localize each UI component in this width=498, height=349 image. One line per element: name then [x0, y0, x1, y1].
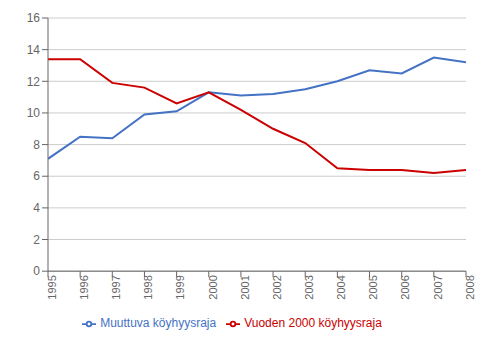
- svg-text:1995: 1995: [46, 275, 58, 299]
- svg-text:4: 4: [33, 201, 40, 215]
- svg-text:2: 2: [33, 233, 40, 247]
- svg-text:2005: 2005: [367, 275, 379, 299]
- svg-text:2004: 2004: [335, 275, 347, 299]
- svg-text:2001: 2001: [239, 275, 251, 299]
- svg-text:14: 14: [27, 43, 41, 57]
- svg-text:1999: 1999: [174, 275, 186, 299]
- svg-text:0: 0: [33, 264, 40, 278]
- svg-text:1996: 1996: [78, 275, 90, 299]
- svg-text:1997: 1997: [110, 275, 122, 299]
- svg-text:2002: 2002: [271, 275, 283, 299]
- svg-text:2000: 2000: [207, 275, 219, 299]
- svg-text:6: 6: [33, 169, 40, 183]
- svg-text:2007: 2007: [432, 275, 444, 299]
- html-text:Vuoden 2000 köyhyysraja: Vuoden 2000 köyhyysraja: [244, 316, 382, 331]
- svg-text:10: 10: [27, 106, 41, 120]
- svg-text:12: 12: [27, 75, 41, 89]
- svg-text:8: 8: [33, 138, 40, 152]
- svg-text:1998: 1998: [142, 275, 154, 299]
- svg-text:2008: 2008: [464, 275, 476, 299]
- html-text:Muuttuva köyhyysraja: Muuttuva köyhyysraja: [100, 316, 217, 331]
- svg-text:16: 16: [27, 11, 41, 25]
- svg-text:2006: 2006: [400, 275, 412, 299]
- svg-text:2003: 2003: [303, 275, 315, 299]
